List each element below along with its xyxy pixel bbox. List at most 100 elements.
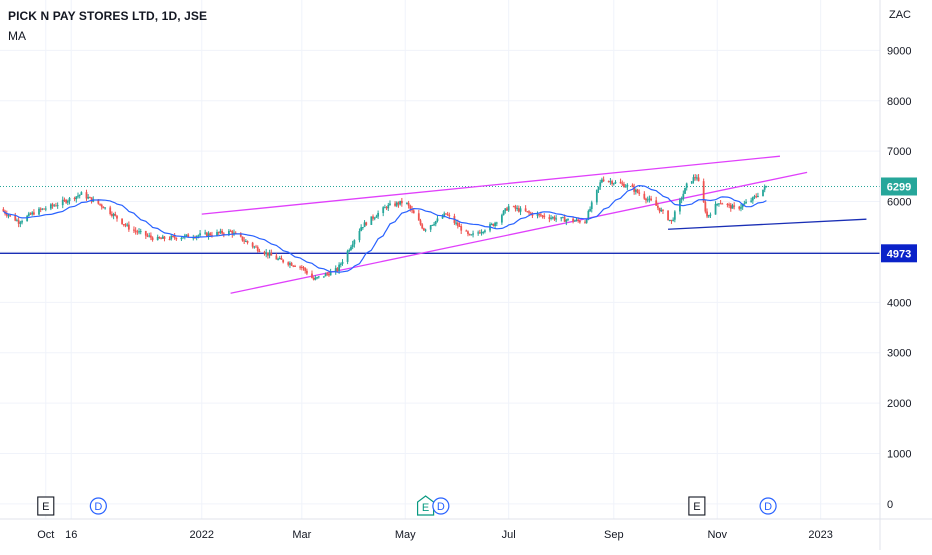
candle-body [726,203,729,205]
candle-body [680,198,683,200]
candle-body [360,227,363,231]
candle-body [265,252,268,255]
candle-body [490,223,493,225]
candle-body [697,177,700,182]
candle-body [124,224,127,226]
candle-body [339,263,342,265]
candle-body [662,209,664,211]
candle-body [370,216,373,225]
candle-body [329,271,332,276]
candle-body [282,259,285,263]
candle-body [765,186,768,188]
earnings-icon [37,496,55,516]
event-letter: D [94,501,102,513]
candle-body [614,181,617,184]
candle-body [762,189,764,196]
candle-body [29,213,32,215]
event-marker-earnings-green[interactable]: E [416,495,435,516]
candle-body [753,196,756,198]
candle-body [633,187,636,192]
candle-body [65,200,68,203]
y-tick-label: 3000 [887,348,911,360]
y-tick-label: 8000 [887,96,911,108]
candle-body [158,236,161,239]
candle-body [275,255,278,260]
candle-body [672,219,675,221]
candle-body [104,207,107,209]
candle-body [217,232,220,234]
event-marker-dividend[interactable]: D [759,497,777,515]
candle-body [294,265,296,267]
candle-body [551,217,554,219]
candle-body [299,266,302,268]
event-marker-earnings[interactable]: E [688,496,706,516]
candle-body [317,276,320,278]
candle-body [636,189,639,193]
candle-body [399,200,402,205]
candle-body [619,181,622,184]
candle-body [78,194,81,196]
candle-body [611,181,614,184]
event-letter: E [422,502,429,514]
candle-body [612,183,615,185]
candle-body [658,207,661,212]
candle-body [312,278,315,280]
event-marker-dividend[interactable]: D [89,497,107,515]
candle-body [27,213,30,216]
candle-body [102,206,105,209]
candle-body [33,212,35,215]
x-tick-label: Oct [37,529,54,541]
candle-body [500,215,503,223]
candle-body [133,229,135,231]
event-letter: E [42,501,49,513]
y-tick-label: 7000 [887,146,911,158]
candle-body [180,237,183,240]
trendlines[interactable] [201,155,867,294]
x-tick-label: Nov [707,529,727,541]
candle-body [372,216,374,219]
candle-body [494,222,497,226]
event-marker-earnings[interactable]: E [37,496,55,516]
candle-body [565,219,568,222]
candle-body [538,214,541,216]
candle-body [234,232,237,234]
candle-body [741,204,744,208]
candle-body [704,202,707,212]
candle-body [397,202,400,205]
candle-body [553,217,556,220]
candle-body [41,208,44,210]
candle-body [446,214,449,216]
candle-body [243,240,246,242]
candle-body [504,208,507,211]
candle-body [709,214,712,216]
candle-body [729,204,732,209]
candle-body [112,214,115,216]
event-letter: D [764,501,772,513]
x-tick-label: Mar [292,529,311,541]
candle-body [334,268,337,272]
candle-body [7,215,10,217]
candle-body [256,247,259,251]
candle-body [445,213,447,215]
candle-body [578,220,581,223]
candle-body [562,217,564,219]
candle-body [458,225,461,227]
candle-body [228,230,230,235]
y-axis-labels: 0100020003000400050006000700080009000 [887,45,911,510]
candle-body [721,203,724,205]
candle-body [109,207,112,215]
candle-body [519,208,522,212]
candle-body [448,215,451,217]
candle-body [173,236,176,238]
x-axis-labels: Oct 16 2022 Mar May Jul Sep Nov 2023 [37,529,833,541]
candle-body [400,200,403,204]
candle-body [529,212,532,214]
event-marker-dividend[interactable]: D [432,497,450,515]
candle-body [126,224,129,226]
dividend-icon [432,497,450,515]
candle-body [209,233,212,236]
candle-body [14,215,17,221]
